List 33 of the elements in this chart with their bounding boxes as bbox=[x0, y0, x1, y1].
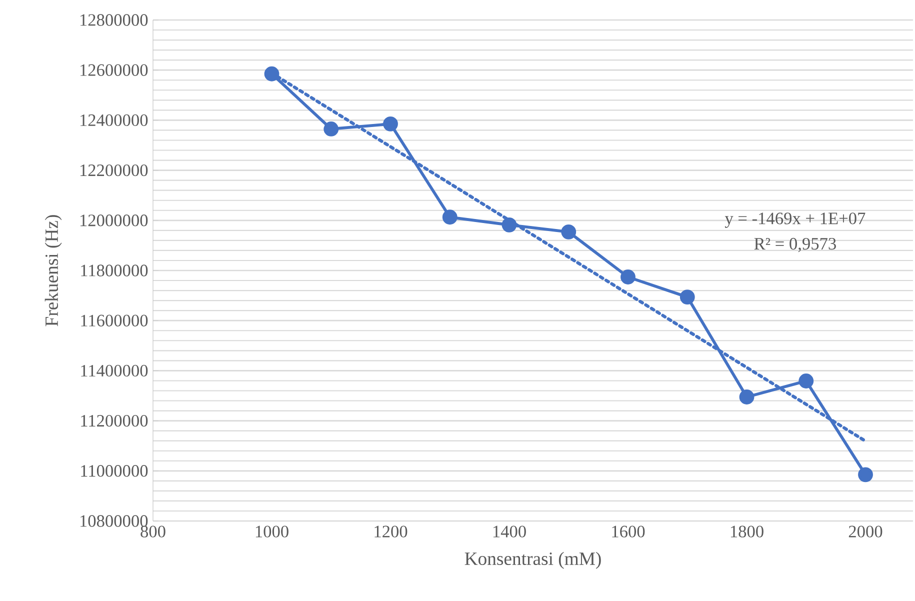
point bbox=[442, 210, 458, 225]
point bbox=[502, 217, 517, 232]
x-tick-label: 800 bbox=[140, 526, 166, 538]
point bbox=[798, 374, 814, 388]
y-tick-label: 11400000 bbox=[81, 364, 148, 377]
y-tick-label: 12800000 bbox=[80, 14, 148, 26]
y-tick-label: 10800000 bbox=[80, 515, 148, 527]
point bbox=[561, 224, 576, 240]
point bbox=[620, 270, 636, 284]
x-tick-label: 1800 bbox=[730, 526, 764, 538]
x-tick-label: 1400 bbox=[493, 526, 526, 538]
y-axis-title: Frekuensi (Hz) bbox=[44, 215, 62, 326]
y-tick-label: 11000000 bbox=[81, 465, 148, 477]
y-tick-label: 12000000 bbox=[80, 214, 148, 226]
y-tick-label: 11800000 bbox=[81, 264, 148, 276]
y-tick-label: 11600000 bbox=[81, 314, 148, 326]
y-tick-label: 12400000 bbox=[80, 114, 148, 126]
point bbox=[383, 116, 398, 132]
point bbox=[264, 66, 280, 82]
x-tick-label: 1200 bbox=[374, 526, 408, 538]
y-tick-label: 12600000 bbox=[80, 64, 148, 76]
x-tick-label: 2000 bbox=[848, 526, 882, 538]
y-tick-label: 11200000 bbox=[81, 414, 148, 427]
x-axis-title: Konsentrasi (mM) bbox=[464, 552, 601, 569]
point bbox=[324, 122, 339, 136]
x-tick-label: 1000 bbox=[256, 526, 288, 538]
annotation: R² = 0,9573 bbox=[754, 238, 836, 252]
annotation: y = -1469x + 1E+07 bbox=[724, 212, 866, 228]
point bbox=[858, 467, 873, 482]
x-tick-label: 1600 bbox=[612, 526, 645, 538]
y-tick-label: 12200000 bbox=[80, 164, 148, 176]
point bbox=[739, 390, 754, 404]
point bbox=[680, 290, 695, 305]
